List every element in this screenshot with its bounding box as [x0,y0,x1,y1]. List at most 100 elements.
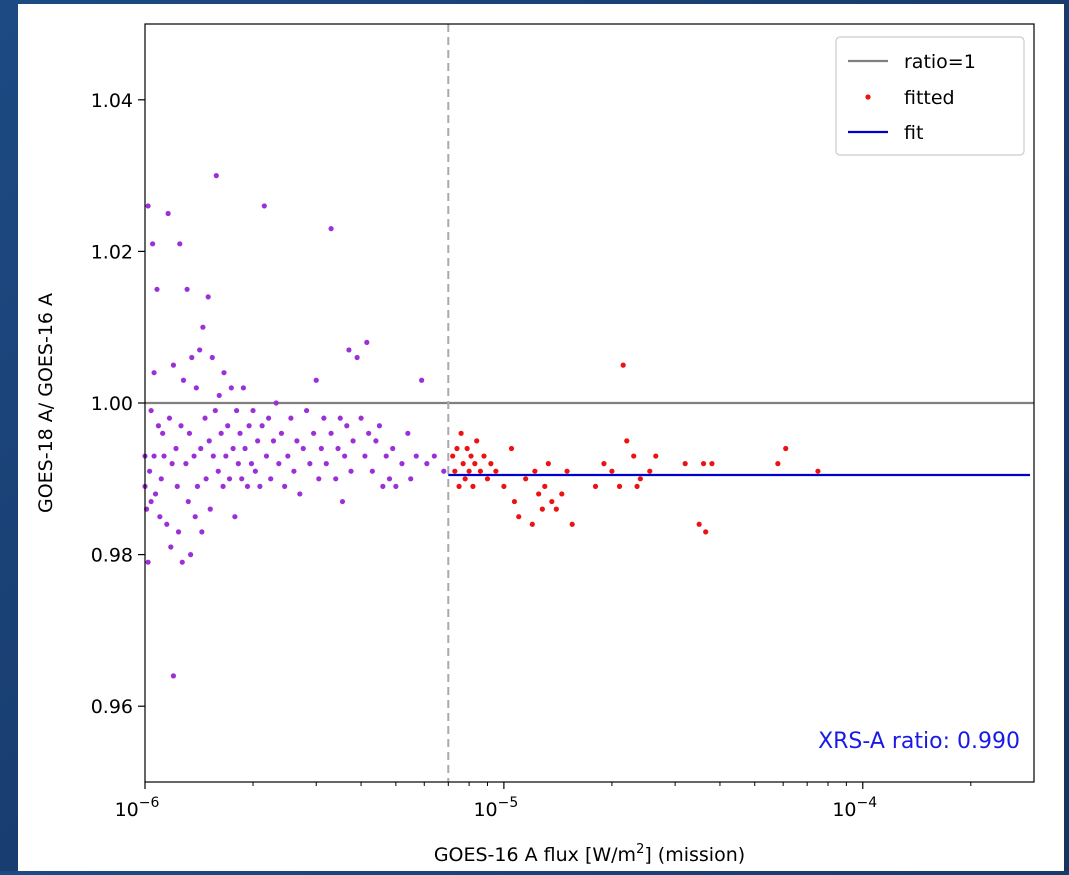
data-point [248,461,255,467]
data-point [383,453,389,459]
data-point [178,423,184,429]
data-point [240,385,246,391]
fitted-point [539,506,545,512]
data-point [270,438,277,444]
fitted-point [452,468,458,474]
legend-label-fit: fit [904,122,923,144]
data-point [197,347,203,353]
data-point [198,445,204,452]
fitted-point [775,461,781,467]
data-point [339,498,346,505]
data-point [179,559,185,565]
fitted-point [464,445,470,452]
data-point [265,415,272,421]
x-axis-label-superscript: 2 [636,842,644,857]
data-point [186,430,193,436]
fitted-point [569,521,575,527]
data-point [393,483,399,489]
data-point [218,430,224,436]
data-point [170,673,177,679]
y-tick-label: 1.00 [91,393,133,415]
data-point [348,468,354,474]
x-tick-exponent: −5 [498,795,519,811]
data-point [215,468,221,474]
x-tick-label: 10−4 [832,795,877,821]
x-axis-label: GOES-16 A flux [W/m2] (mission) [434,842,745,866]
fitted-point [634,483,640,489]
data-point [239,476,245,482]
legend-swatch-fitted [865,94,871,100]
data-point [235,461,241,467]
data-point [313,377,319,383]
y-tick-label: 1.02 [91,241,133,263]
fitted-point [601,461,607,467]
data-point [316,476,322,482]
data-point [303,407,310,414]
data-point [288,415,294,421]
data-point [202,415,208,421]
fitted-point [545,461,551,467]
fitted-point [647,468,653,474]
y-tick-label: 0.98 [91,545,133,567]
data-point [307,461,313,467]
legend: ratio=1 fitted fit [835,36,1025,156]
data-point [399,461,405,467]
data-point [321,415,327,421]
data-point [170,362,177,368]
fitted-point [532,468,538,474]
data-point [354,354,360,361]
data-point [192,514,198,520]
data-point [369,468,375,474]
data-point [237,430,243,436]
data-point [350,438,356,444]
fitted-point [516,514,522,520]
data-point [362,453,368,459]
data-point [376,423,383,429]
fitted-point [508,445,515,452]
data-point [226,476,233,482]
data-point [145,203,151,209]
data-point [405,430,411,436]
data-point [145,559,151,565]
data-point [413,453,419,459]
data-point [183,461,189,467]
figure-panel: 0.96 0.98 1.00 1.02 1.04 10−6 10−5 10−4 XRS-A r… [18,4,1064,871]
data-point [358,415,364,421]
data-point [294,438,300,444]
data-point [199,529,205,535]
data-point [213,173,219,179]
data-point [297,491,303,497]
data-point [282,483,288,489]
fitted-point [511,498,518,505]
fitted-point [470,483,476,489]
data-point [424,461,430,467]
data-point [242,445,248,452]
fitted-point [529,521,535,527]
data-point [257,483,263,489]
data-point [419,377,425,383]
fitted-point [484,476,491,482]
data-point [158,476,164,482]
y-axis-label: GOES-18 A/ GOES-16 A [35,293,57,513]
data-point [157,514,163,520]
data-point [228,385,234,391]
data-point [210,453,216,459]
fitted-point [624,438,630,444]
fitted-point [458,430,464,436]
data-point [154,286,160,292]
data-point [212,407,218,414]
data-point [366,430,372,436]
data-point [216,392,222,399]
fitted-point [472,461,478,467]
fitted-point [709,461,715,467]
data-point [234,407,240,414]
data-point [147,468,153,474]
fitted-point [783,445,789,452]
fitted-point [501,483,507,489]
fitted-point [559,491,565,497]
data-point [205,294,211,300]
fitted-point [703,529,709,535]
fitted-point [542,483,548,489]
legend-label-fitted: fitted [904,87,955,109]
